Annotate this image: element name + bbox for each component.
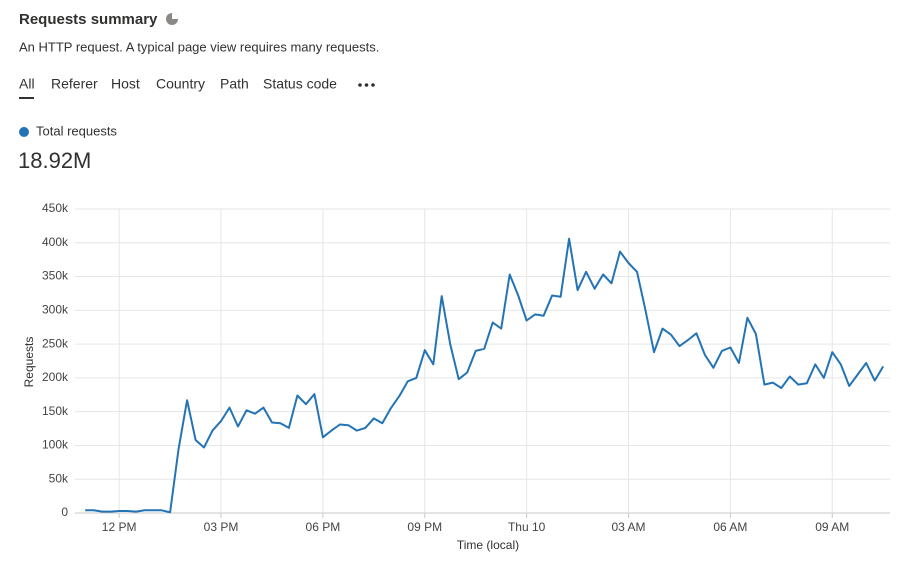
x-tick-label: 06 AM [713,520,747,534]
title: Requests summary [19,11,158,28]
tab[interactable]: All [19,76,35,92]
x-tick-label: 03 AM [612,520,646,534]
y-tick-label: 350k [42,269,69,283]
tab[interactable]: Referer [51,76,98,92]
y-tick-label: 200k [42,370,69,384]
y-tick-label: 0 [61,505,68,519]
y-tick-label: 50k [49,471,69,485]
x-tick-label: Thu 10 [508,520,546,534]
x-tick-label: 12 PM [102,520,137,534]
total-value: 18.92M [18,148,91,173]
x-tick-label: 09 PM [407,520,442,534]
y-tick-label: 100k [42,438,69,452]
y-tick-label: 400k [42,235,69,249]
y-axis-label: Requests [22,337,36,388]
tab[interactable]: Country [156,76,205,92]
x-tick-label: 06 PM [306,520,341,534]
y-tick-label: 300k [42,303,69,317]
subtitle: An HTTP request. A typical page view req… [19,39,379,54]
y-tick-label: 450k [42,201,69,215]
x-tick-label: 09 AM [815,520,849,534]
line-series [85,237,885,514]
legend-dot [19,127,29,137]
more-button[interactable] [358,83,375,87]
pie-icon [166,13,178,25]
tab[interactable]: Status code [263,76,337,92]
y-tick-label: 150k [42,404,69,418]
x-axis-label: Time (local) [457,538,519,552]
tab-underline [19,97,34,99]
tab[interactable]: Host [111,76,140,92]
x-tick-label: 03 PM [204,520,239,534]
tab[interactable]: Path [220,76,249,92]
legend-label: Total requests [36,123,117,138]
y-tick-label: 250k [42,336,69,350]
